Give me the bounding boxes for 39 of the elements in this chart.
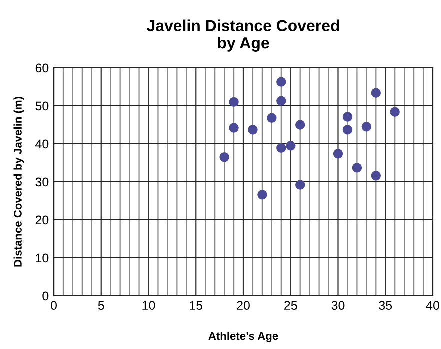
y-tick-label: 30 — [36, 178, 49, 187]
chart-title: Javelin Distance Covered by Age — [146, 20, 340, 52]
x-tick-label: 20 — [237, 301, 250, 310]
x-tick-label: 25 — [284, 301, 298, 310]
y-axis-title: Distance Covered by Javelin (m) — [14, 97, 24, 267]
point — [229, 123, 239, 133]
y-tick-label: 40 — [36, 140, 49, 149]
x-tick-label: 15 — [190, 301, 203, 310]
x-tick-label: 30 — [332, 301, 345, 310]
y-tick-label: 0 — [42, 292, 49, 301]
point — [371, 88, 382, 98]
point — [258, 190, 268, 200]
point — [390, 107, 400, 117]
y-tick-label: 20 — [36, 216, 49, 225]
point — [248, 125, 258, 135]
x-tick-label: 10 — [142, 301, 156, 310]
y-tick-label: 60 — [36, 64, 49, 73]
point — [371, 171, 382, 181]
y-tick-label: 10 — [36, 254, 49, 263]
x-axis-title: Athlete’s Age — [208, 332, 278, 342]
point — [220, 152, 230, 162]
point — [295, 120, 306, 130]
point — [342, 112, 353, 122]
point — [286, 141, 296, 151]
point — [333, 149, 344, 159]
y-tick-label: 50 — [36, 102, 49, 111]
point — [229, 97, 239, 108]
x-tick-label: 0 — [51, 301, 57, 310]
x-tick-label: 40 — [426, 301, 440, 310]
point — [362, 122, 372, 132]
point — [276, 96, 286, 106]
point — [352, 163, 362, 173]
x-tick-label: 5 — [98, 301, 104, 310]
point — [276, 77, 286, 87]
point — [276, 143, 286, 154]
point — [342, 125, 353, 135]
x-tick-label: 35 — [379, 301, 392, 310]
point — [295, 180, 306, 190]
point — [267, 113, 277, 124]
